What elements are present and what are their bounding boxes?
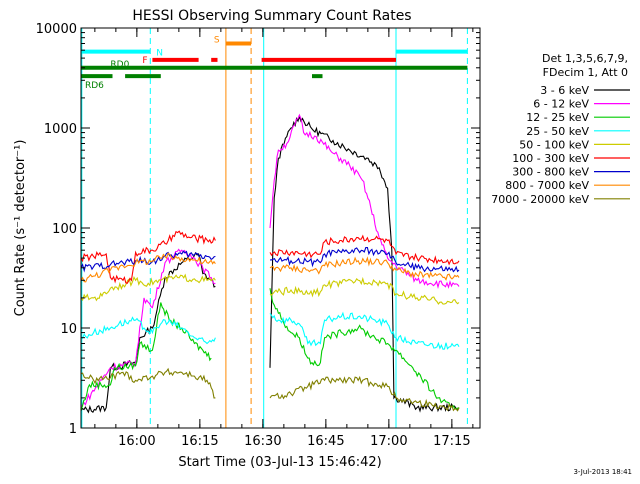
x-axis-ticks: 16:00 16:15 16:30 16:45 17:00 17:15 [94,28,474,449]
flag-bar-label-2: F [142,56,147,66]
flag-bars: N S F RD0 RD6 [81,35,468,91]
flag-bar-label-1: S [214,35,220,45]
series-line-2 [81,288,460,411]
x-tick-label-4: 17:00 [370,434,407,449]
series-group [81,113,460,414]
flag-bar-label-4: RD6 [85,81,104,91]
legend-label-5: 100 - 300 keV [512,152,589,165]
series-line-7 [81,252,460,283]
y-axis-label: Count Rate (s⁻¹ detector⁻¹) [13,140,28,317]
legend-label-6: 300 - 800 keV [512,166,589,179]
series-line-6 [81,247,460,273]
series-line-5 [81,230,460,284]
x-axis-label: Start Time (03-Jul-13 15:46:42) [178,455,381,470]
plot-frame [80,27,481,429]
series-line-1 [81,113,460,408]
series-line-3 [81,311,460,350]
timestamp: 3-Jul-2013 18:41 [573,468,632,476]
chart-title: HESSI Observing Summary Count Rates [132,8,411,24]
legend-header-line-2: FDecim 1, Att 0 [543,66,628,79]
y-tick-label-2: 100 [52,222,77,237]
legend-label-3: 25 - 50 keV [526,125,589,138]
y-tick-label-4: 10000 [36,22,77,37]
legend-label-8: 7000 - 20000 keV [491,193,589,206]
x-tick-label-3: 16:45 [307,434,344,449]
series-line-8 [81,367,460,412]
legend-label-2: 12 - 25 keV [526,111,589,124]
legend-label-1: 6 - 12 keV [533,98,589,111]
x-tick-label-1: 16:15 [181,434,218,449]
series-line-0 [81,114,460,414]
y-tick-label-0: 1 [69,422,77,437]
flag-bar-label-0: N [156,49,163,59]
flag-bar-label-3: RD0 [110,60,129,70]
legend-header-line-1: Det 1,3,5,6,7,9, [542,52,628,65]
x-tick-label-5: 17:15 [433,434,470,449]
x-tick-label-2: 16:30 [244,434,281,449]
y-tick-label-1: 10 [60,322,77,337]
series-line-4 [81,273,460,305]
y-tick-label-3: 1000 [44,122,77,137]
legend-label-4: 50 - 100 keV [519,138,589,151]
y-axis-ticks: 1 10 100 1000 10000 [36,22,480,437]
legend-label-0: 3 - 6 keV [540,84,589,97]
x-tick-label-0: 16:00 [118,434,155,449]
legend-label-7: 800 - 7000 keV [505,179,589,192]
